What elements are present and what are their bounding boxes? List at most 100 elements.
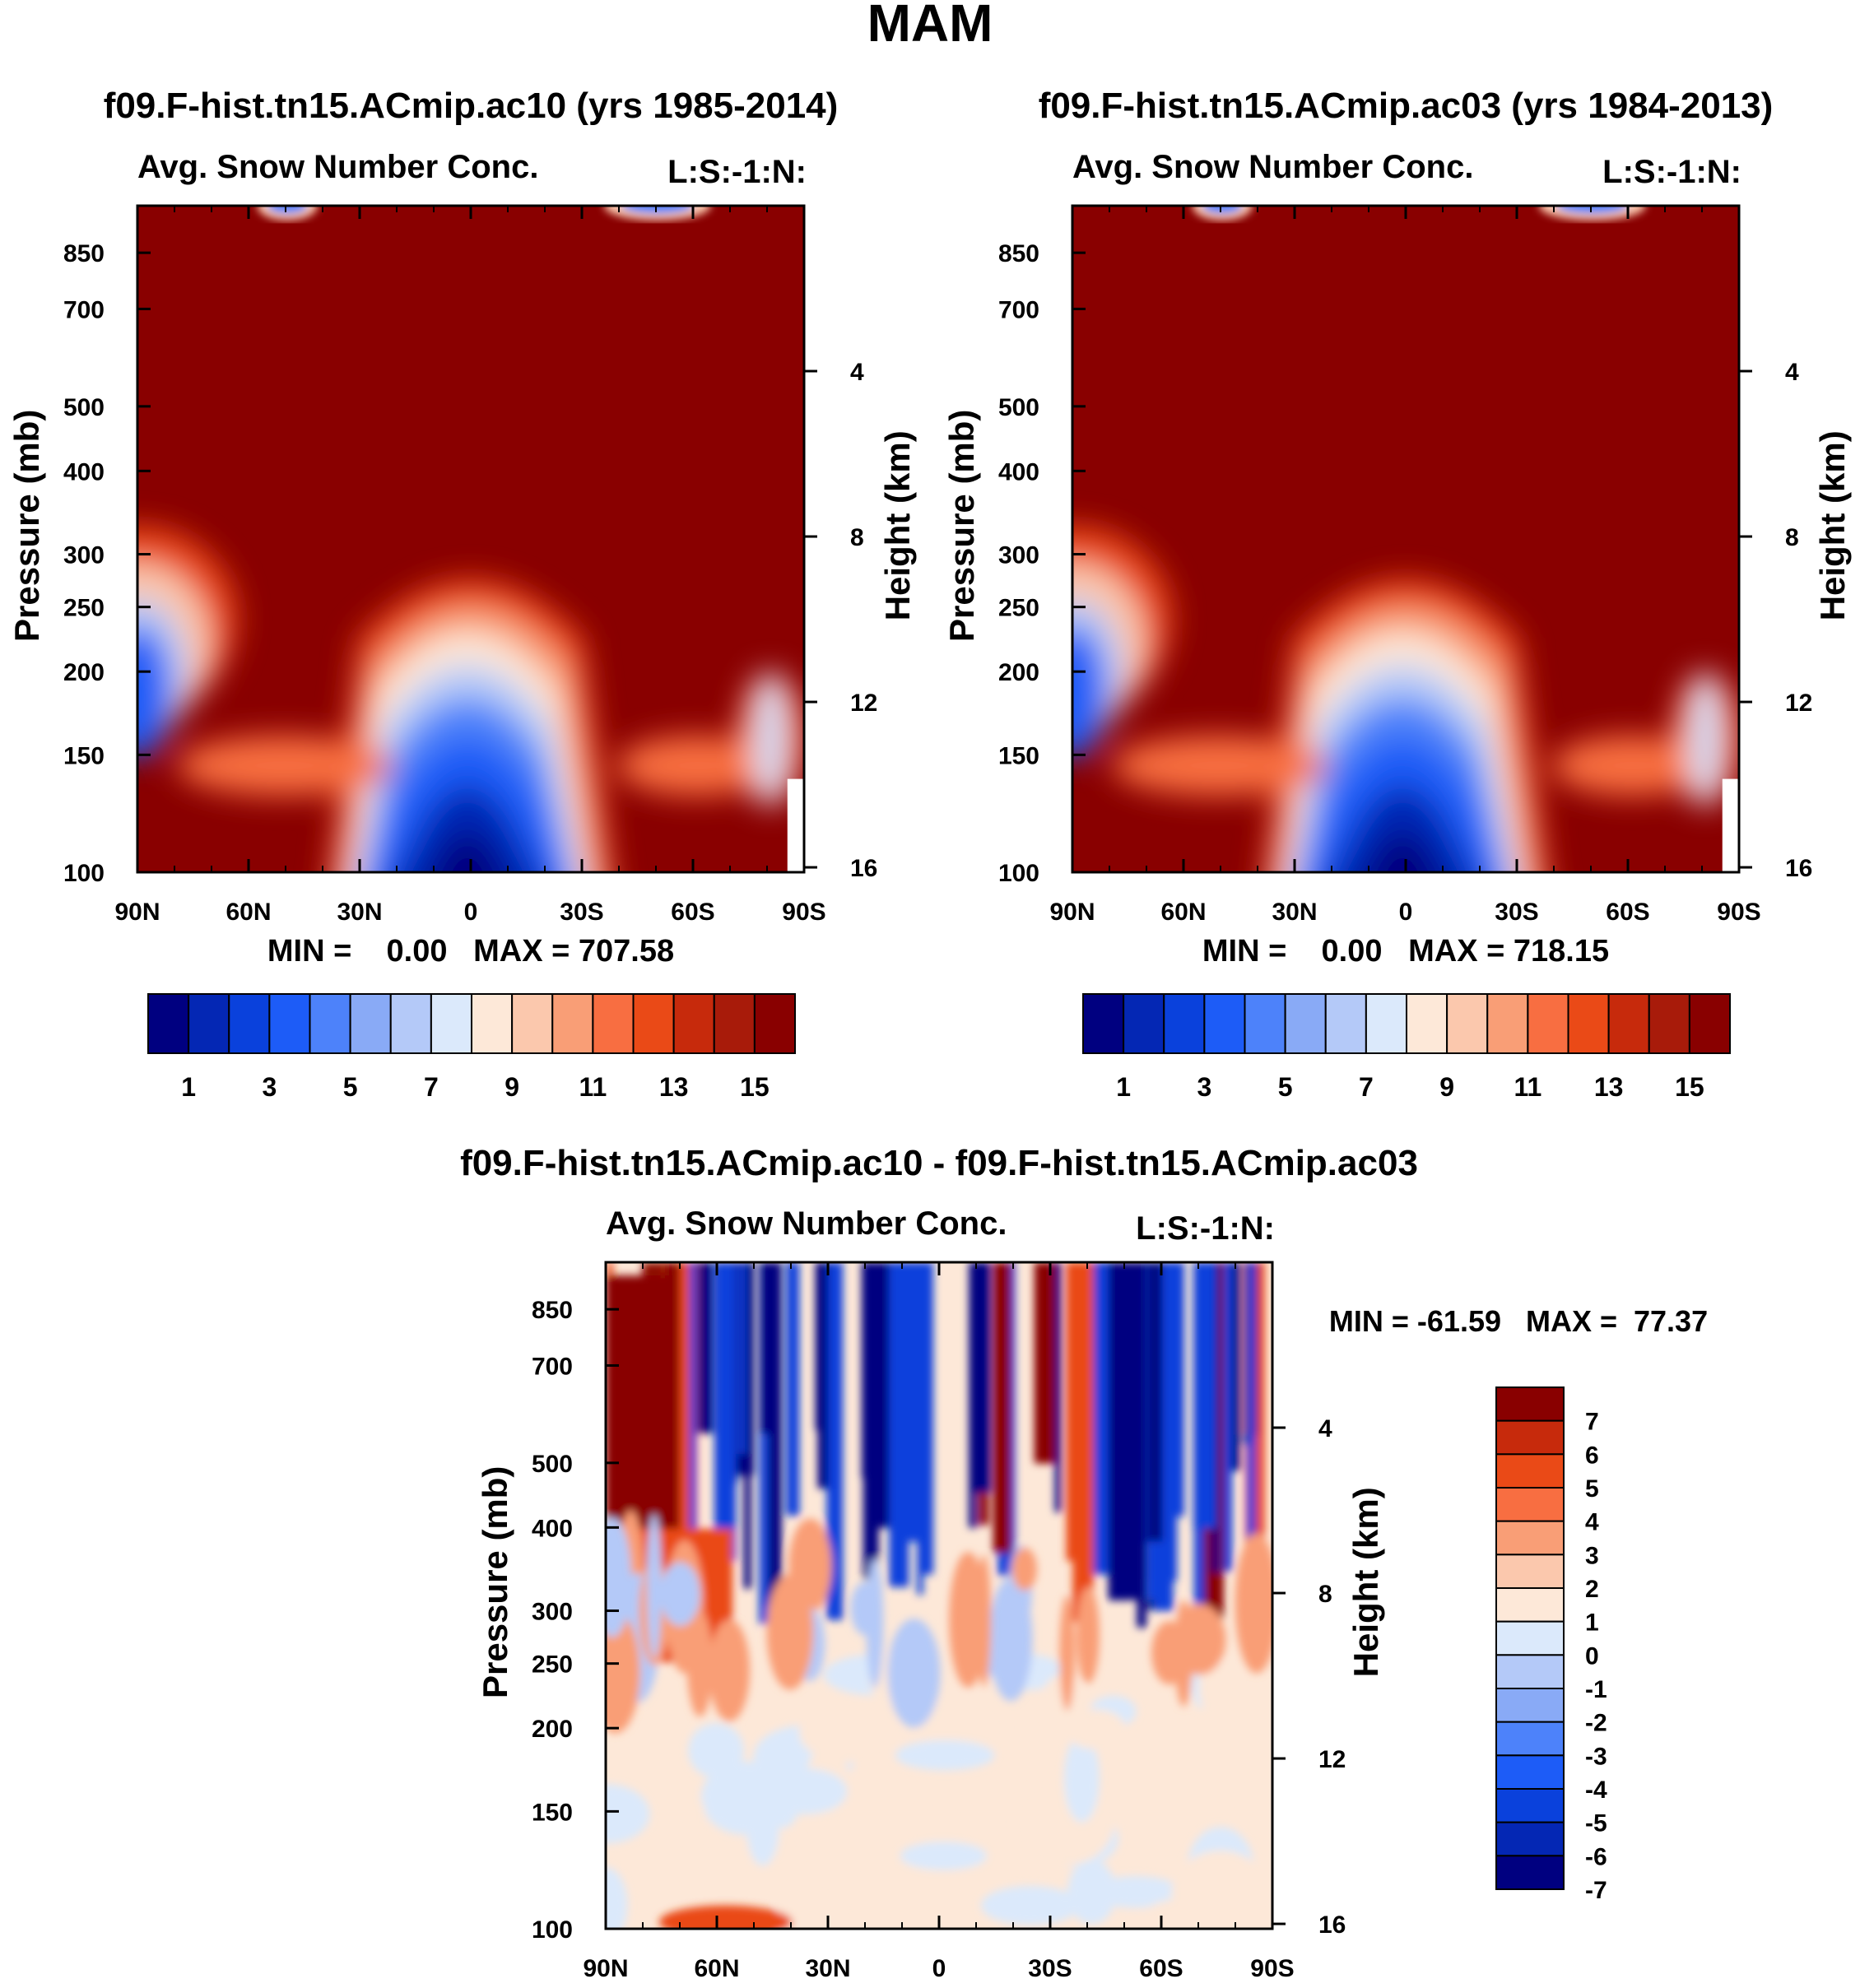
y-tick-label: 850 [998,240,1039,267]
x-tick-label: 60S [1606,899,1649,926]
diff-patch [980,1885,1080,1925]
warm-band [617,735,778,796]
diff-streak [826,1262,844,1620]
y-tick-label: 100 [998,860,1039,887]
colorbar-box [1495,1855,1565,1890]
colorbar-label: 9 [1439,1072,1454,1102]
colorbar-label: 1 [1585,1609,1599,1637]
colorbar-box [551,993,594,1054]
left-colorbar: 1 3 5 7 9 11 13 15 [147,993,796,1102]
colorbar-label: -6 [1585,1843,1607,1870]
colorbar-box [1527,993,1569,1054]
y-axis-label: Pressure (mb) [942,410,981,642]
diff-streak [1054,1262,1062,1512]
diff-streak [973,1262,991,1493]
dome-contour [432,832,503,872]
y-right-tick-label: 16 [1318,1911,1346,1939]
colorbar-box [1495,1419,1565,1456]
colorbar-box [268,993,311,1054]
x-tick-label: 30N [1272,899,1317,926]
colorbar-label: 15 [1675,1072,1704,1102]
diff-streak [759,1262,768,1624]
colorbar-box [753,993,796,1054]
colorbar-label: 11 [579,1072,607,1102]
x-tick-label: 90N [583,1955,628,1982]
diff-streak [1193,1262,1216,1529]
diff-patch [1065,1709,1127,1749]
colorbar-box [1495,1721,1565,1757]
colorbar-label: 5 [1585,1475,1599,1503]
y-tick-label: 700 [998,296,1039,323]
right-title: f09.F-hist.tn15.ACmip.ac03 (yrs 1984-201… [1039,86,1774,126]
missing-data [787,778,804,872]
diff-patch [709,1619,750,1722]
y-right-tick-label: 16 [850,855,877,882]
x-tick-label: 90S [782,899,825,926]
colorbar-label: -2 [1585,1710,1607,1737]
panel-right: f09.F-hist.tn15.ACmip.ac03 (yrs 1984-201… [942,86,1852,1102]
x-tick-label: 30N [805,1955,850,1982]
colorbar-box [1495,1654,1565,1690]
colorbar-box [1495,1821,1565,1857]
diff-patch [646,1513,662,1659]
diff-streak [689,1262,696,1620]
top-sliver [267,206,308,214]
warm-band [1112,735,1326,796]
y-right-tick-label: 4 [1785,359,1799,386]
colorbar-label: 9 [505,1072,519,1102]
panel-left: f09.F-hist.tn15.ACmip.ac10 (yrs 1985-201… [7,86,917,1102]
diff-streak [1120,1262,1138,1480]
y-tick-label: 400 [532,1515,573,1542]
x-tick-label: 60S [671,899,714,926]
diff-streak [889,1262,909,1587]
y-right-tick-label: 4 [850,359,864,386]
x-tick-label: 60N [226,899,271,926]
diff-patch [746,1787,779,1866]
x-tick-label: 60N [1160,899,1206,926]
colorbar-label: 3 [1585,1542,1599,1569]
colorbar-label: 1 [1116,1072,1131,1102]
colorbar-box [1284,993,1327,1054]
y-right-axis-label: Height (km) [1813,430,1852,620]
diff-streak [917,1262,923,1595]
y-tick-label: 700 [532,1353,573,1380]
sh-polar-blob [760,672,781,806]
panel-difference: f09.F-hist.tn15.ACmip.ac10 - f09.F-hist.… [460,1143,1708,1982]
x-tick-label: 90N [114,899,160,926]
y-right-tick-label: 8 [850,524,864,551]
colorbar-label: -4 [1585,1777,1607,1804]
colorbar-box [1495,1620,1565,1656]
diff-streak [1034,1262,1055,1464]
diff-streak [969,1262,977,1528]
colorbar-box [1495,1520,1565,1556]
x-tick-label: 30S [1495,899,1538,926]
x-tick-label: 30S [1028,1955,1072,1982]
diff-patch [1136,1899,1225,1929]
diff-patch [887,1619,941,1728]
y-right-tick-label: 12 [1318,1746,1346,1773]
y-right-tick-label: 8 [1318,1581,1332,1608]
colorbar-label: 13 [1594,1072,1624,1102]
x-tick-label: 90S [1250,1955,1294,1982]
y-axis-label: Pressure (mb) [476,1466,514,1698]
colorbar-box [1607,993,1650,1054]
colorbar-box [430,993,472,1054]
diff-patch [766,1574,814,1690]
colorbar-label: 11 [1514,1072,1541,1102]
diff-patch [606,1867,628,1929]
y-tick-label: 500 [63,394,105,421]
colorbar-box [713,993,756,1054]
y-tick-label: 150 [532,1799,573,1826]
y-tick-label: 250 [532,1651,573,1679]
colorbar-box [1365,993,1407,1054]
diff-patch [1015,1778,1115,1866]
y-tick-label: 500 [998,394,1039,421]
diff-patch [1076,1586,1100,1684]
y-tick-label: 200 [532,1716,573,1743]
colorbar-box [632,993,675,1054]
x-tick-label: 0 [932,1955,946,1982]
y-right-tick-label: 12 [1785,690,1812,717]
y-tick-label: 250 [998,595,1039,622]
colorbar-box [1163,993,1206,1054]
y-tick-label: 150 [998,742,1039,769]
